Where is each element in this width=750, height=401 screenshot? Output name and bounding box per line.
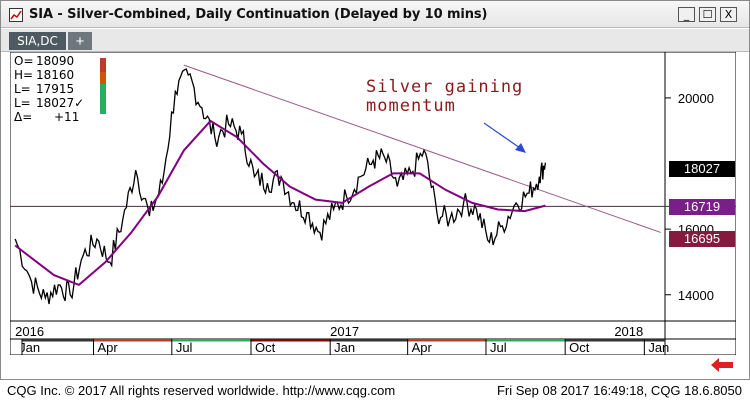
annotation-arrow-shaft [483,122,521,149]
minimize-button[interactable]: _ [678,7,695,22]
last-value: 18027✓ [36,96,85,110]
timeline-segment [93,339,172,342]
timeline-segment [407,339,486,342]
ohlc-high: H= 18160 [14,68,74,82]
month-label: Jul [176,340,193,355]
month-label: Jul [490,340,507,355]
add-tab-button[interactable]: + [68,32,92,50]
last-price-tag: 18027 [669,161,735,177]
annotation-text: Silver gaining momentum [366,78,523,116]
low-value: 17915 [36,82,75,96]
y-tick-label: 14000 [678,288,714,303]
tab-sia-dc[interactable]: SIA,DC [9,32,66,50]
tab-bar: SIA,DC + [1,29,749,52]
status-bar: CQG Inc. © 2017 All rights reserved worl… [0,380,750,401]
timeline-segment [644,339,665,342]
month-label: Jan [19,340,40,355]
month-label: Apr [412,340,433,355]
timeline-segment [15,339,94,342]
change-indicator-bar [100,58,106,114]
year-label: 2017 [330,324,359,339]
timeline-segment [485,339,566,342]
timeline-scroll-handle [10,338,23,355]
moving-average-line [14,119,546,287]
open-label: O= [14,54,34,68]
scroll-left-arrow-icon[interactable] [711,358,733,372]
month-label: Apr [97,340,118,355]
month-label: Jan [334,340,355,355]
timeline-segment [171,339,251,342]
change-label: Δ= [14,110,33,124]
year-label: 2018 [614,324,643,339]
window-title: SIA - Silver-Combined, Daily Continuatio… [29,7,488,22]
high-value: 18160 [36,68,75,82]
timeline-segment [250,339,331,342]
month-label: Jan [648,340,669,355]
ohlc-last: L= 18027✓ [14,96,84,110]
copyright-text: CQG Inc. © 2017 All rights reserved worl… [7,383,396,398]
price-series-line [14,68,547,305]
title-bar[interactable]: SIA - Silver-Combined, Daily Continuatio… [1,1,749,28]
last-label: L= [14,96,31,110]
ohlc-low: L= 17915 [14,82,74,96]
chart-app-icon [9,8,23,22]
year-label: 2016 [15,324,44,339]
month-label: Oct [255,340,276,355]
timeline-segment [330,339,408,342]
support-level-tag: 16695 [669,231,735,247]
annotation-arrow-head [515,143,526,153]
y-tick-label: 20000 [678,91,714,106]
annotation-line-1: Silver gaining [366,77,524,97]
resistance-trendline [183,64,661,233]
change-value: +11 [54,110,80,124]
close-button[interactable]: X [720,7,737,22]
high-label: H= [14,68,34,82]
month-label: Oct [569,340,590,355]
annotation-line-2: momentum [366,96,456,116]
timeline-segment [565,339,645,342]
moving-average-tag: 16719 [669,199,735,215]
low-label: L= [14,82,31,96]
open-value: 18090 [36,54,75,68]
timestamp-text: Fri Sep 08 2017 16:49:18, CQG 18.6.8050 [496,383,742,398]
maximize-button[interactable]: ☐ [699,7,716,22]
ohlc-change: Δ= +11 [14,110,79,124]
ohlc-open: O= 18090 [14,54,74,68]
